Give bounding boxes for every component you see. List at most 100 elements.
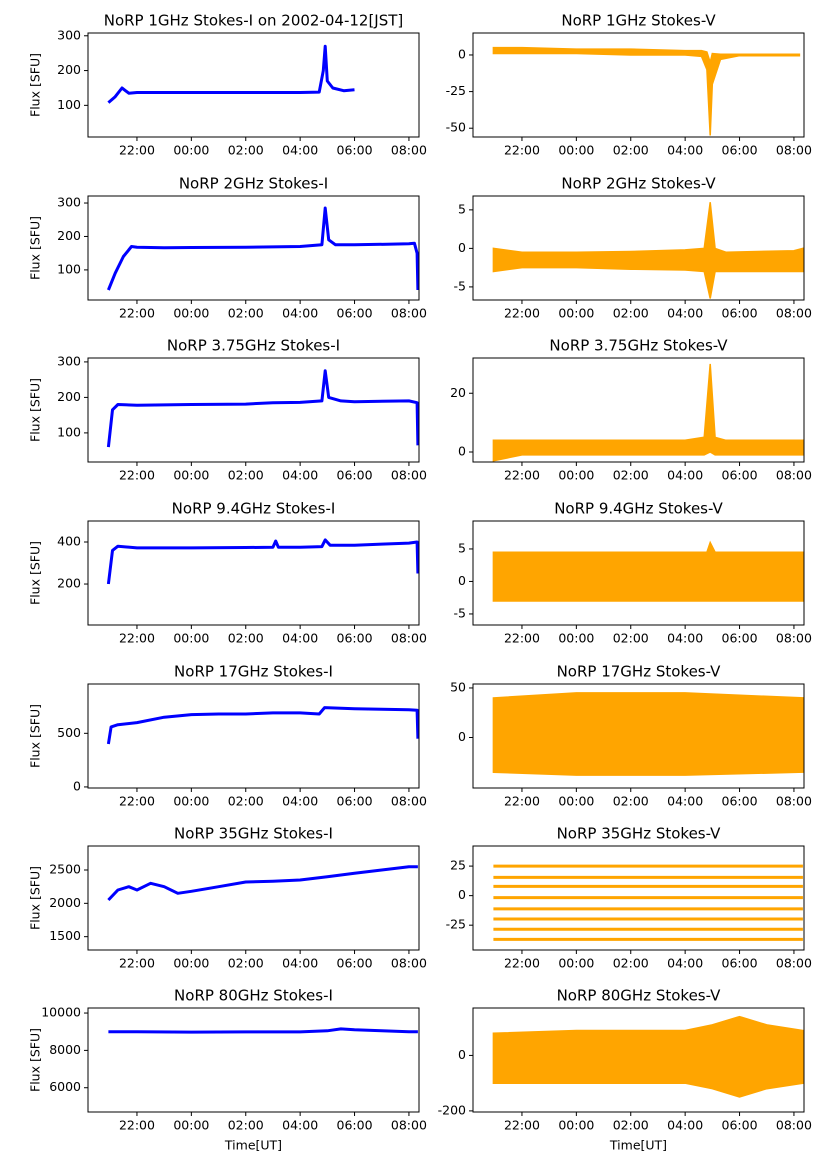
plot-frame bbox=[472, 195, 805, 301]
x-tick-label: 08:00 bbox=[776, 143, 812, 158]
y-axis-label: Flux [SFU] bbox=[28, 378, 43, 442]
y-tick-label: 0 bbox=[458, 444, 466, 459]
y-axis-label: Flux [SFU] bbox=[28, 216, 43, 280]
x-tick-label: 06:00 bbox=[337, 306, 373, 321]
noise-band bbox=[492, 540, 804, 602]
x-tick-label: 22:00 bbox=[119, 468, 155, 483]
y-tick-label: 100 bbox=[57, 261, 81, 276]
plot-frame bbox=[472, 357, 805, 463]
y-tick-label: 0 bbox=[458, 240, 466, 255]
x-tick-label: 00:00 bbox=[173, 468, 209, 483]
y-tick-label: 0 bbox=[73, 778, 81, 793]
x-tick-label: 04:00 bbox=[667, 956, 703, 971]
y-tick-label: 5 bbox=[458, 201, 466, 216]
y-tick-label: -5 bbox=[454, 605, 466, 620]
x-tick-label: 06:00 bbox=[337, 468, 373, 483]
x-tick-label: 06:00 bbox=[722, 794, 758, 809]
chart-title: NoRP 2GHz Stokes-V bbox=[561, 175, 716, 193]
x-tick-label: 02:00 bbox=[228, 794, 264, 809]
x-tick-label: 06:00 bbox=[337, 956, 373, 971]
x-tick-label: 04:00 bbox=[282, 956, 318, 971]
y-tick-label: 1500 bbox=[49, 928, 81, 943]
chart-title: NoRP 9.4GHz Stokes-V bbox=[554, 500, 723, 518]
chart-title: NoRP 1GHz Stokes-V bbox=[561, 12, 716, 30]
x-tick-label: 00:00 bbox=[558, 631, 594, 646]
x-tick-label: 00:00 bbox=[558, 468, 594, 483]
y-tick-label: -25 bbox=[446, 83, 466, 98]
x-tick-label: 00:00 bbox=[558, 143, 594, 158]
chart-title: NoRP 35GHz Stokes-I bbox=[174, 825, 333, 843]
x-tick-label: 00:00 bbox=[558, 956, 594, 971]
x-tick-label: 02:00 bbox=[613, 794, 649, 809]
x-tick-label: 08:00 bbox=[776, 794, 812, 809]
y-tick-label: 10000 bbox=[41, 1005, 81, 1020]
plot-frame bbox=[87, 1007, 420, 1113]
y-tick-label: 300 bbox=[57, 27, 81, 42]
data-line bbox=[106, 706, 420, 745]
y-tick-label: 0 bbox=[458, 46, 466, 61]
plot-frame bbox=[472, 520, 805, 626]
noise-band bbox=[492, 692, 804, 776]
y-tick-label: 5 bbox=[458, 540, 466, 555]
data-line bbox=[107, 865, 418, 902]
x-tick-label: 06:00 bbox=[722, 143, 758, 158]
y-tick-label: 100 bbox=[57, 97, 81, 112]
x-tick-label: 04:00 bbox=[282, 1118, 318, 1133]
y-tick-label: 0 bbox=[458, 573, 466, 588]
x-tick-label: 04:00 bbox=[667, 468, 703, 483]
x-tick-label: 02:00 bbox=[613, 1118, 649, 1133]
y-tick-label: 0 bbox=[458, 729, 466, 744]
y-tick-label: 100 bbox=[57, 424, 81, 439]
x-tick-label: 06:00 bbox=[337, 794, 373, 809]
y-tick-label: 300 bbox=[57, 195, 81, 210]
y-tick-label: -5 bbox=[454, 278, 466, 293]
y-tick-label: 6000 bbox=[49, 1079, 81, 1094]
x-tick-label: 04:00 bbox=[667, 143, 703, 158]
x-tick-label: 02:00 bbox=[228, 143, 264, 158]
x-tick-label: 06:00 bbox=[722, 956, 758, 971]
data-line bbox=[106, 538, 420, 585]
x-tick-label: 04:00 bbox=[282, 468, 318, 483]
x-tick-label: 02:00 bbox=[228, 631, 264, 646]
plot-frame bbox=[472, 683, 805, 789]
x-tick-label: 08:00 bbox=[776, 468, 812, 483]
x-tick-label: 08:00 bbox=[391, 143, 427, 158]
x-tick-label: 02:00 bbox=[613, 956, 649, 971]
chart-title: NoRP 17GHz Stokes-I bbox=[174, 663, 333, 681]
x-tick-label: 22:00 bbox=[119, 631, 155, 646]
noise-band bbox=[492, 46, 801, 136]
x-tick-label: 04:00 bbox=[282, 143, 318, 158]
chart-title: NoRP 1GHz Stokes-I on 2002-04-12[JST] bbox=[104, 12, 404, 30]
x-tick-label: 00:00 bbox=[173, 794, 209, 809]
plot-frame bbox=[87, 520, 420, 626]
y-tick-label: -50 bbox=[446, 120, 466, 135]
y-tick-label: 8000 bbox=[49, 1042, 81, 1057]
y-tick-label: 0 bbox=[458, 887, 466, 902]
x-tick-label: 06:00 bbox=[722, 631, 758, 646]
x-tick-label: 00:00 bbox=[558, 1118, 594, 1133]
y-axis-label: Flux [SFU] bbox=[28, 53, 43, 117]
x-tick-label: 22:00 bbox=[119, 956, 155, 971]
y-tick-label: 400 bbox=[57, 534, 81, 549]
y-tick-label: 0 bbox=[458, 1047, 466, 1062]
x-tick-label: 08:00 bbox=[391, 306, 427, 321]
noise-band bbox=[492, 363, 804, 462]
chart-title: NoRP 80GHz Stokes-V bbox=[557, 987, 722, 1005]
x-tick-label: 02:00 bbox=[613, 306, 649, 321]
x-tick-label: 04:00 bbox=[282, 794, 318, 809]
x-axis-label: Time[UT] bbox=[609, 1138, 667, 1153]
y-axis-label: Flux [SFU] bbox=[28, 541, 43, 605]
x-tick-label: 00:00 bbox=[173, 956, 209, 971]
plot-frame bbox=[87, 32, 420, 138]
x-tick-label: 08:00 bbox=[776, 1118, 812, 1133]
x-tick-label: 04:00 bbox=[667, 794, 703, 809]
x-tick-label: 06:00 bbox=[722, 1118, 758, 1133]
x-tick-label: 08:00 bbox=[391, 956, 427, 971]
x-tick-label: 06:00 bbox=[337, 1118, 373, 1133]
chart-title: NoRP 9.4GHz Stokes-I bbox=[172, 500, 336, 518]
y-tick-label: 200 bbox=[57, 389, 81, 404]
y-tick-label: 2000 bbox=[49, 895, 81, 910]
x-tick-label: 02:00 bbox=[228, 956, 264, 971]
y-tick-label: 200 bbox=[57, 62, 81, 77]
chart-title: NoRP 80GHz Stokes-I bbox=[174, 987, 333, 1005]
